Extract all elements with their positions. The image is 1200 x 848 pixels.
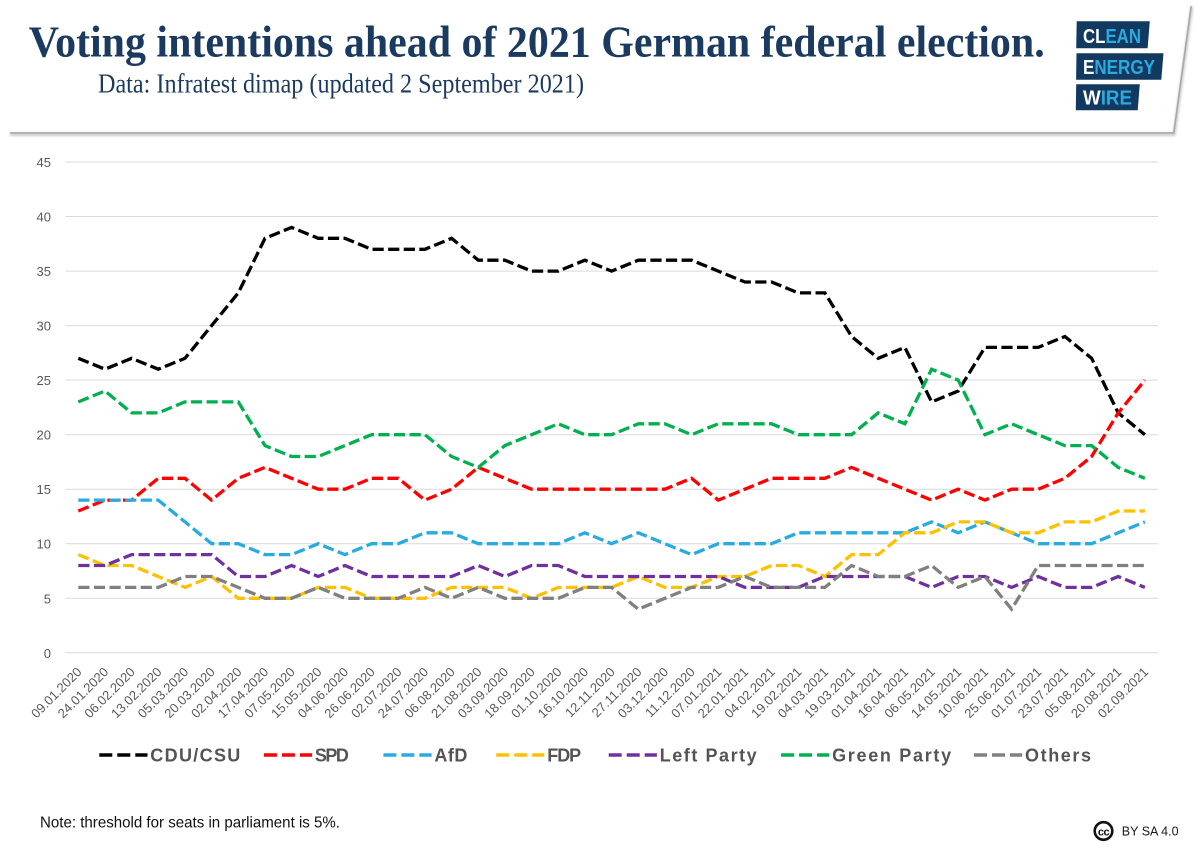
svg-text:30: 30 (37, 319, 51, 334)
svg-text:Green Party: Green Party (832, 746, 951, 766)
svg-text:Data: Infratest dimap (updated: Data: Infratest dimap (updated 2 Septemb… (98, 68, 584, 99)
svg-text:WIRE: WIRE (1083, 86, 1132, 109)
svg-text:10: 10 (37, 537, 51, 552)
svg-text:0: 0 (44, 646, 51, 661)
svg-text:45: 45 (37, 155, 51, 170)
svg-text:25: 25 (37, 373, 51, 388)
svg-text:CLEAN: CLEAN (1083, 25, 1141, 48)
svg-text:ENERGY: ENERGY (1083, 56, 1155, 79)
svg-text:SPD: SPD (315, 746, 349, 766)
svg-text:40: 40 (37, 210, 51, 225)
svg-text:Note: threshold for seats in p: Note: threshold for seats in parliament … (40, 815, 340, 832)
svg-text:FDP: FDP (547, 746, 581, 766)
svg-text:Others: Others (1025, 746, 1091, 766)
svg-text:15: 15 (37, 482, 51, 497)
svg-text:Voting intentions ahead of 202: Voting intentions ahead of 2021 German f… (29, 17, 1045, 67)
svg-text:5: 5 (44, 591, 51, 606)
svg-text:CDU/CSU: CDU/CSU (150, 746, 240, 766)
svg-text:BY SA 4.0: BY SA 4.0 (1122, 825, 1179, 839)
svg-text:cc: cc (1098, 826, 1110, 838)
svg-text:20: 20 (37, 428, 51, 443)
svg-text:35: 35 (37, 264, 51, 279)
svg-text:AfD: AfD (434, 746, 467, 766)
svg-text:Left Party: Left Party (660, 746, 757, 766)
